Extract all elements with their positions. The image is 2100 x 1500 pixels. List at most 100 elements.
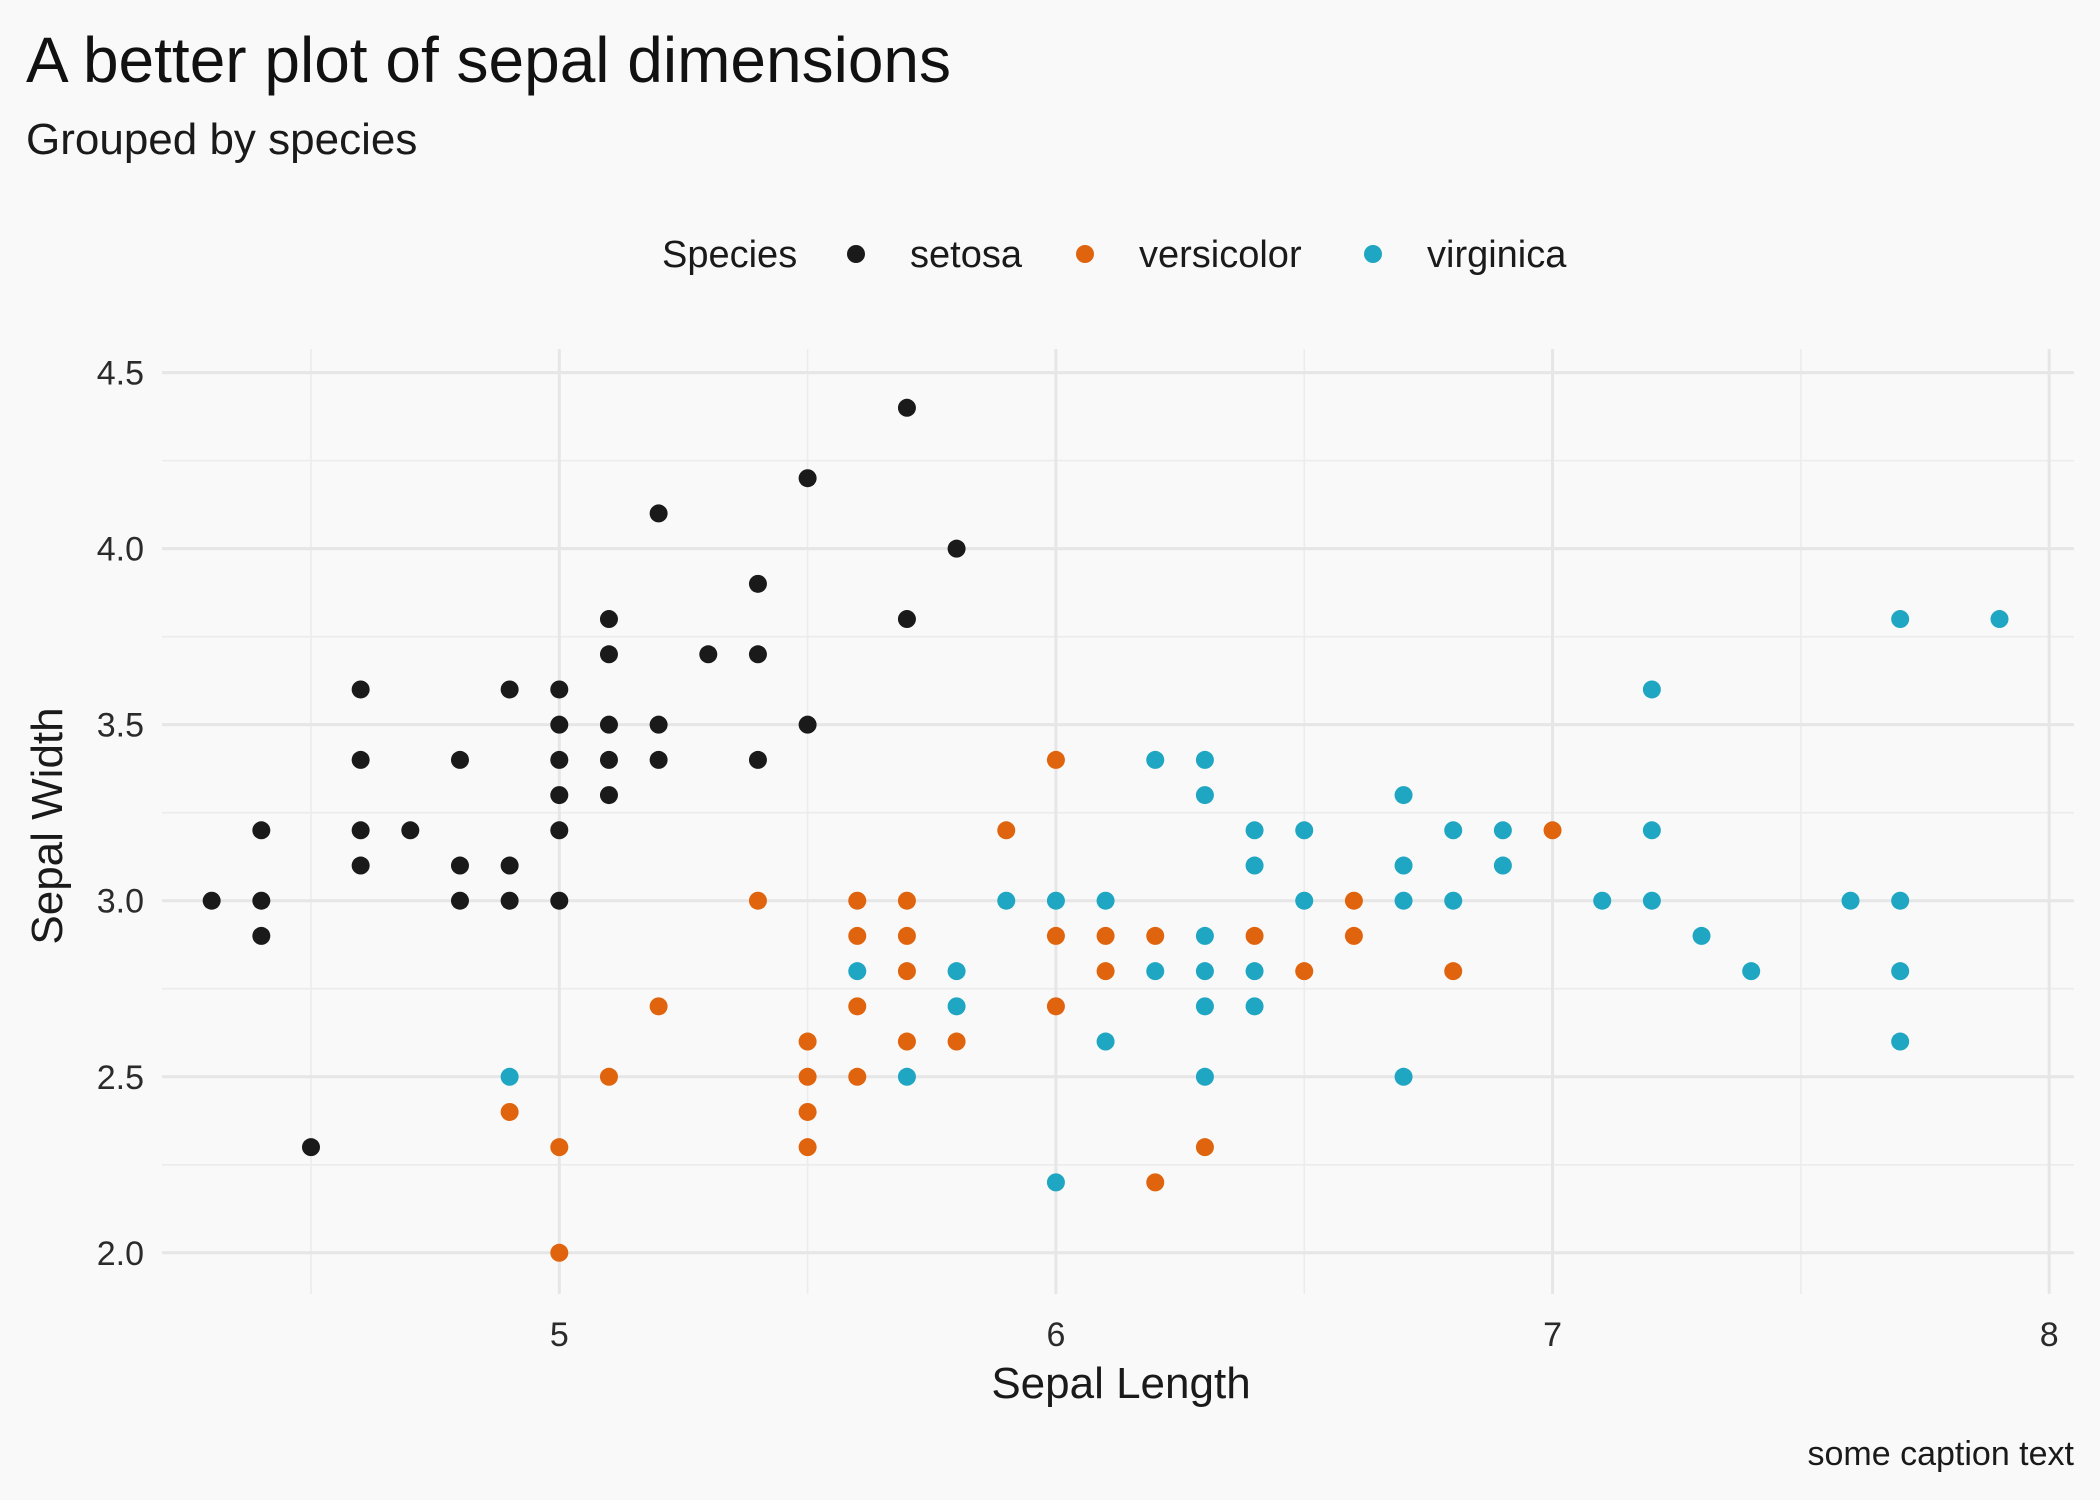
point-setosa [649,715,668,734]
point-virginica [1891,891,1910,910]
point-virginica [1245,856,1264,875]
point-versicolor [947,1032,966,1051]
point-virginica [1195,1067,1214,1086]
point-versicolor [897,962,916,981]
chart-title: A better plot of sepal dimensions [26,24,951,96]
point-setosa [450,856,469,875]
data-points [202,398,2009,1262]
point-versicolor [1146,1173,1165,1192]
point-versicolor [748,891,767,910]
x-tick-label: 6 [1046,1316,1065,1354]
point-setosa [550,750,569,769]
point-versicolor [550,1138,569,1157]
point-virginica [1195,750,1214,769]
point-setosa [897,398,916,417]
point-versicolor [848,997,867,1016]
point-versicolor [1046,750,1065,769]
point-versicolor [1444,962,1463,981]
point-virginica [947,997,966,1016]
point-versicolor [1096,926,1115,945]
point-virginica [1642,821,1661,840]
point-versicolor [798,1138,817,1157]
point-versicolor [1146,926,1165,945]
point-setosa [599,610,618,629]
point-setosa [748,645,767,664]
point-virginica [1891,962,1910,981]
legend: Species setosa versicolor virginica [662,234,1567,276]
point-versicolor [897,926,916,945]
point-virginica [1245,962,1264,981]
point-setosa [599,715,618,734]
point-versicolor [848,926,867,945]
y-tick-label: 4.0 [97,531,144,569]
point-virginica [1096,891,1115,910]
point-setosa [351,856,370,875]
point-setosa [401,821,420,840]
point-setosa [351,680,370,699]
y-tick-label: 2.0 [97,1235,144,1273]
point-setosa [649,750,668,769]
point-versicolor [798,1032,817,1051]
point-setosa [500,856,519,875]
point-versicolor [798,1102,817,1121]
point-setosa [252,926,271,945]
legend-swatch-setosa [847,245,865,263]
point-virginica [1146,962,1165,981]
point-virginica [1742,962,1761,981]
point-virginica [1046,1173,1065,1192]
point-virginica [1444,891,1463,910]
point-setosa [202,891,221,910]
point-virginica [848,962,867,981]
point-setosa [252,821,271,840]
point-setosa [450,891,469,910]
chart-subtitle: Grouped by species [26,115,417,164]
x-tick-label: 7 [1543,1316,1562,1354]
point-setosa [550,715,569,734]
point-setosa [301,1138,320,1157]
point-setosa [351,821,370,840]
point-virginica [1841,891,1860,910]
point-setosa [550,786,569,805]
point-versicolor [848,1067,867,1086]
point-versicolor [550,1243,569,1262]
point-virginica [1195,962,1214,981]
legend-title: Species [662,234,797,276]
point-setosa [550,891,569,910]
point-setosa [798,715,817,734]
point-versicolor [1245,926,1264,945]
grid [162,349,2074,1294]
point-setosa [500,680,519,699]
y-axis-label: Sepal Width [23,707,72,944]
x-tick-label: 8 [2040,1316,2059,1354]
point-setosa [550,680,569,699]
point-virginica [1394,786,1413,805]
point-versicolor [500,1102,519,1121]
point-setosa [748,574,767,593]
y-tick-label: 3.0 [97,883,144,921]
legend-label-versicolor: versicolor [1139,234,1302,276]
point-virginica [1891,1032,1910,1051]
legend-label-virginica: virginica [1427,234,1567,276]
point-virginica [1195,786,1214,805]
point-virginica [1493,856,1512,875]
point-setosa [351,750,370,769]
point-virginica [1642,891,1661,910]
point-virginica [500,1067,519,1086]
point-versicolor [1195,1138,1214,1157]
point-versicolor [1046,997,1065,1016]
point-versicolor [1344,891,1363,910]
point-setosa [252,891,271,910]
point-virginica [1245,997,1264,1016]
point-virginica [1146,750,1165,769]
point-setosa [649,504,668,523]
point-versicolor [1543,821,1562,840]
point-versicolor [1096,962,1115,981]
point-setosa [798,469,817,488]
point-virginica [1493,821,1512,840]
point-virginica [1096,1032,1115,1051]
point-virginica [897,1067,916,1086]
point-virginica [1195,997,1214,1016]
legend-label-setosa: setosa [910,234,1023,276]
point-setosa [599,786,618,805]
